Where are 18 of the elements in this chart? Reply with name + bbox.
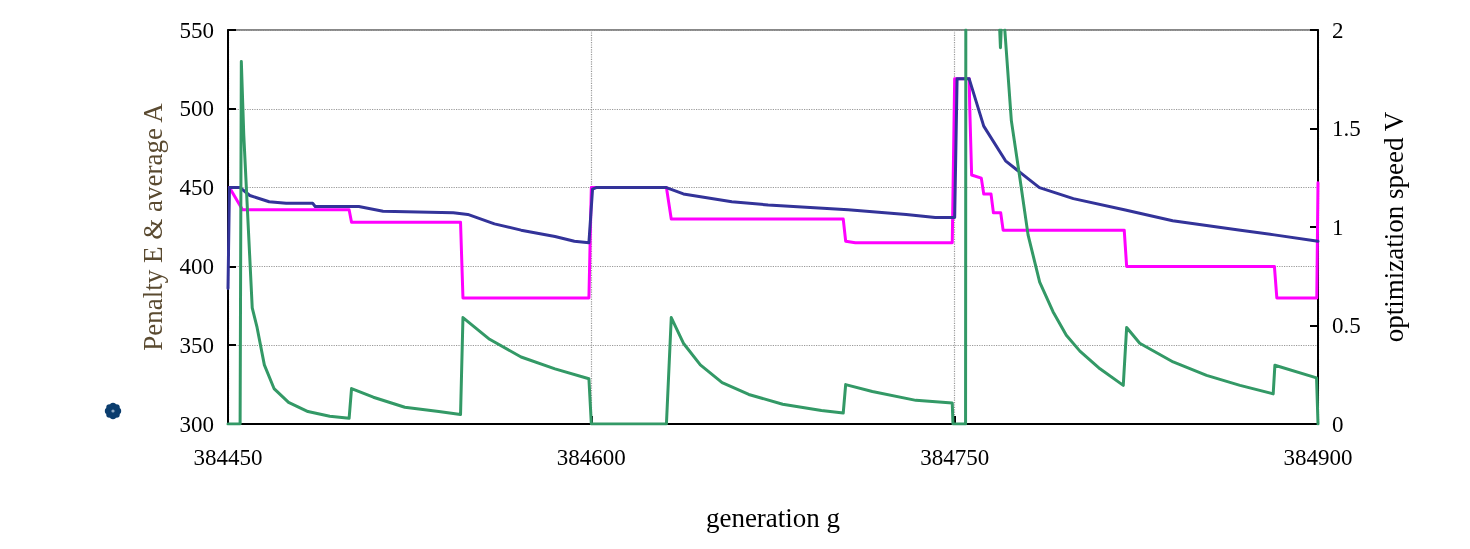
y-tick-label: 400 [179, 253, 214, 279]
y2-tick-label: 1.5 [1332, 116, 1361, 141]
x-tick-label: 384450 [193, 445, 263, 470]
y-tick-label: 350 [179, 332, 214, 358]
x-tick-label: 384750 [920, 445, 990, 470]
y2-tick-label: 1 [1332, 214, 1344, 240]
y2-tick-label: 0 [1332, 411, 1344, 437]
y-axis-title: Penalty E & average A [137, 102, 168, 351]
y-tick-label: 550 [179, 17, 214, 43]
y-tick-label: 450 [179, 175, 214, 201]
y2-tick-label: 0.5 [1332, 313, 1361, 338]
y2-axis-title: optimization speed V [1378, 111, 1409, 343]
x-axis-title: generation g [705, 502, 841, 533]
x-tick-label: 384600 [556, 445, 626, 470]
y2-tick-label: 2 [1332, 17, 1344, 43]
y-tick-label: 500 [179, 96, 214, 122]
y-tick-label: 300 [179, 411, 214, 437]
x-tick-label: 384900 [1283, 445, 1353, 470]
